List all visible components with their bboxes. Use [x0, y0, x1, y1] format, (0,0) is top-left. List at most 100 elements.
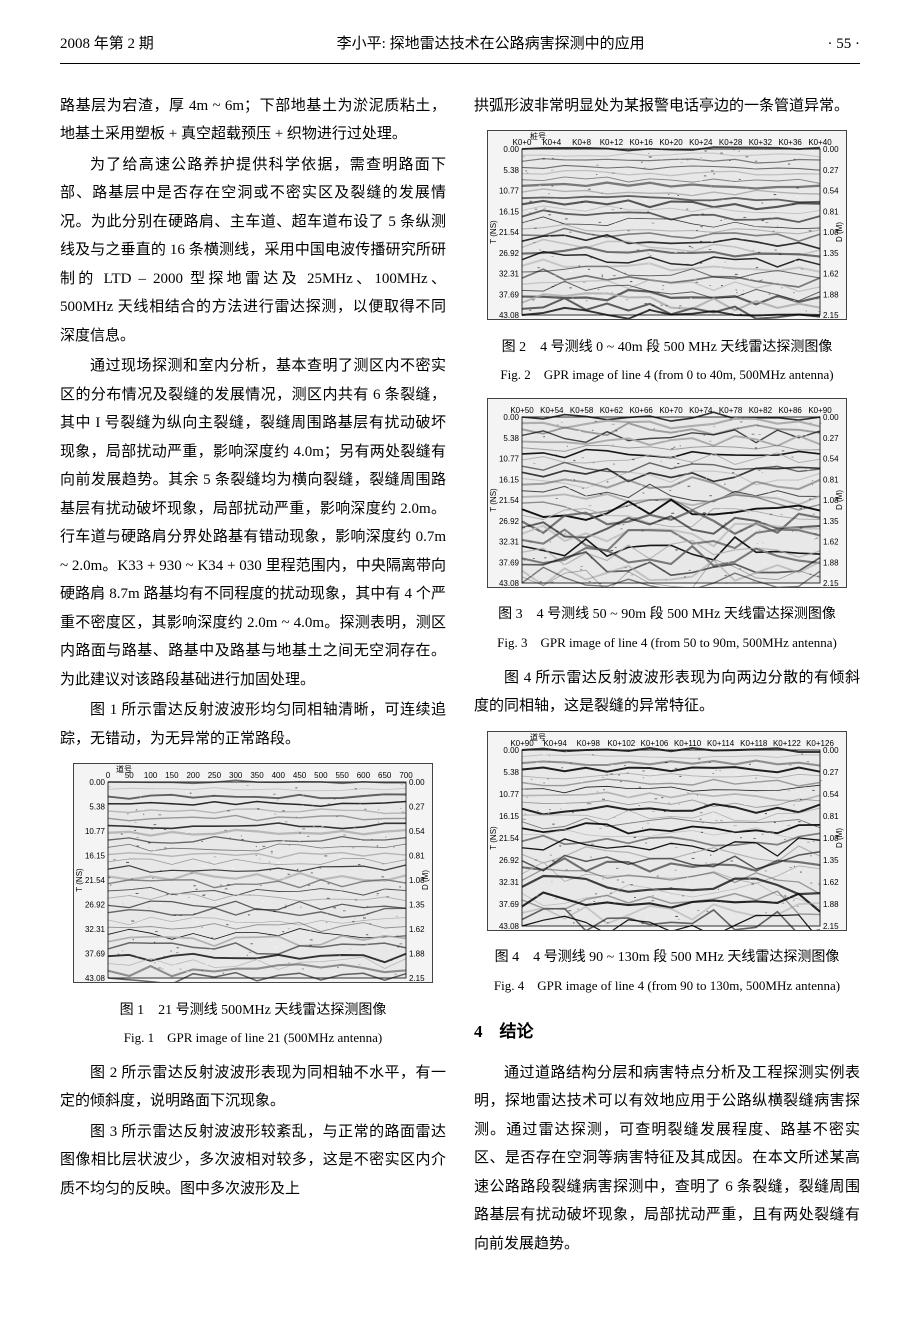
body-paragraph: 通过现场探测和室内分析，基本查明了测区内不密实区的分布情况及裂缝的发展情况，测区…	[60, 352, 446, 694]
figure-caption-cn: 图 4 4 号测线 90 ~ 130m 段 500 MHz 天线雷达探测图像	[474, 945, 860, 972]
svg-text:21.54: 21.54	[85, 876, 106, 885]
svg-text:21.54: 21.54	[499, 228, 520, 237]
section-title: 结论	[500, 1022, 534, 1041]
svg-text:0.27: 0.27	[823, 166, 839, 175]
svg-text:5.38: 5.38	[503, 768, 519, 777]
svg-text:K0+114: K0+114	[707, 739, 735, 748]
svg-text:道号: 道号	[530, 732, 546, 742]
body-paragraph: 拱弧形波非常明显处为某报警电话亭边的一条管道异常。	[474, 92, 860, 121]
svg-text:1.62: 1.62	[823, 878, 839, 887]
svg-text:43.08: 43.08	[499, 922, 520, 931]
svg-text:1.88: 1.88	[823, 290, 839, 299]
body-paragraph: 图 1 所示雷达反射波波形均匀同相轴清晰，可连续追踪，无错动，为无异常的正常路段…	[60, 696, 446, 753]
svg-text:T (NS): T (NS)	[489, 826, 498, 850]
svg-text:32.31: 32.31	[499, 537, 520, 546]
figure-1: 0501001502002503003504004505005506006507…	[60, 763, 446, 1051]
svg-text:200: 200	[186, 771, 200, 780]
svg-text:K0+94: K0+94	[543, 739, 567, 748]
svg-text:26.92: 26.92	[499, 249, 520, 258]
svg-text:10.77: 10.77	[85, 827, 106, 836]
figure-4: K0+90K0+94K0+98K0+102K0+106K0+110K0+114K…	[474, 731, 860, 999]
svg-text:1.35: 1.35	[409, 901, 425, 910]
radar-image-2: K0+0K0+4K0+8K0+12K0+16K0+20K0+24K0+28K0+…	[487, 130, 847, 320]
svg-text:0.00: 0.00	[409, 778, 425, 787]
svg-text:2.15: 2.15	[823, 311, 839, 320]
svg-text:26.92: 26.92	[499, 517, 520, 526]
svg-text:1.88: 1.88	[409, 950, 425, 959]
svg-text:0.00: 0.00	[503, 145, 519, 154]
svg-text:K0+24: K0+24	[689, 138, 713, 147]
svg-text:1.88: 1.88	[823, 558, 839, 567]
svg-text:K0+118: K0+118	[740, 739, 768, 748]
svg-text:350: 350	[250, 771, 264, 780]
svg-text:32.31: 32.31	[499, 270, 520, 279]
figure-caption-en: Fig. 4 GPR image of line 4 (from 90 to 1…	[474, 974, 860, 999]
svg-text:250: 250	[208, 771, 222, 780]
svg-text:400: 400	[272, 771, 286, 780]
svg-text:1.62: 1.62	[409, 925, 425, 934]
svg-text:1.62: 1.62	[823, 537, 839, 546]
header-pagenum: · 55 ·	[828, 30, 861, 59]
svg-text:37.69: 37.69	[499, 900, 520, 909]
svg-text:32.31: 32.31	[499, 878, 520, 887]
header-title: 李小平: 探地雷达技术在公路病害探测中的应用	[154, 30, 828, 59]
svg-text:5.38: 5.38	[503, 434, 519, 443]
svg-text:1.35: 1.35	[823, 856, 839, 865]
svg-text:16.15: 16.15	[85, 852, 106, 861]
body-paragraph: 通过道路结构分层和病害特点分析及工程探测实例表明，探地雷达技术可以有效地应用于公…	[474, 1059, 860, 1259]
svg-text:43.08: 43.08	[85, 974, 106, 983]
svg-text:2.15: 2.15	[823, 922, 839, 931]
svg-text:0.00: 0.00	[823, 413, 839, 422]
svg-text:0.81: 0.81	[823, 207, 839, 216]
svg-text:26.92: 26.92	[85, 901, 106, 910]
svg-text:K0+106: K0+106	[641, 739, 669, 748]
svg-text:650: 650	[378, 771, 392, 780]
svg-text:1.88: 1.88	[823, 900, 839, 909]
svg-text:K0+62: K0+62	[600, 406, 624, 415]
svg-text:K0+8: K0+8	[572, 138, 591, 147]
figure-caption-en: Fig. 3 GPR image of line 4 (from 50 to 9…	[474, 631, 860, 656]
svg-text:0.00: 0.00	[823, 746, 839, 755]
svg-text:2.15: 2.15	[823, 579, 839, 588]
page-header: 2008 年第 2 期 李小平: 探地雷达技术在公路病害探测中的应用 · 55 …	[60, 30, 860, 64]
figure-caption-en: Fig. 2 GPR image of line 4 (from 0 to 40…	[474, 363, 860, 388]
svg-text:550: 550	[335, 771, 349, 780]
svg-text:10.77: 10.77	[499, 454, 520, 463]
figure-3: K0+50K0+54K0+58K0+62K0+66K0+70K0+74K0+78…	[474, 398, 860, 656]
svg-text:K0+58: K0+58	[570, 406, 594, 415]
svg-text:0.81: 0.81	[823, 812, 839, 821]
svg-text:43.08: 43.08	[499, 579, 520, 588]
body-paragraph: 图 4 所示雷达反射波波形表现为向两边分散的有倾斜度的同相轴，这是裂缝的异常特征…	[474, 664, 860, 721]
figure-caption-en: Fig. 1 GPR image of line 21 (500MHz ante…	[60, 1026, 446, 1051]
svg-text:K0+98: K0+98	[577, 739, 601, 748]
svg-text:10.77: 10.77	[499, 790, 520, 799]
svg-text:16.15: 16.15	[499, 475, 520, 484]
figure-2: K0+0K0+4K0+8K0+12K0+16K0+20K0+24K0+28K0+…	[474, 130, 860, 388]
svg-text:D (M): D (M)	[835, 827, 844, 847]
svg-text:0.00: 0.00	[823, 145, 839, 154]
svg-text:21.54: 21.54	[499, 834, 520, 843]
figure-caption-cn: 图 1 21 号测线 500MHz 天线雷达探测图像	[60, 998, 446, 1025]
svg-text:K0+86: K0+86	[779, 406, 803, 415]
svg-text:K0+36: K0+36	[779, 138, 803, 147]
svg-text:K0+54: K0+54	[540, 406, 564, 415]
svg-text:2.15: 2.15	[409, 974, 425, 983]
svg-text:100: 100	[144, 771, 158, 780]
svg-text:32.31: 32.31	[85, 925, 106, 934]
radar-image-4: K0+90K0+94K0+98K0+102K0+106K0+110K0+114K…	[487, 731, 847, 931]
svg-text:T (NS): T (NS)	[75, 868, 84, 892]
svg-text:37.69: 37.69	[499, 558, 520, 567]
svg-text:T (NS): T (NS)	[489, 488, 498, 512]
section-number: 4	[474, 1022, 483, 1041]
svg-text:K0+74: K0+74	[689, 406, 713, 415]
svg-text:0.54: 0.54	[823, 454, 839, 463]
svg-text:0.54: 0.54	[409, 827, 425, 836]
svg-text:1.62: 1.62	[823, 270, 839, 279]
svg-text:0: 0	[106, 771, 111, 780]
svg-text:K0+110: K0+110	[674, 739, 702, 748]
svg-text:0.27: 0.27	[409, 803, 425, 812]
svg-text:10.77: 10.77	[499, 187, 520, 196]
svg-text:道号: 道号	[116, 764, 132, 774]
radar-image-1: 0501001502002503003504004505005506006507…	[73, 763, 433, 983]
svg-text:0.81: 0.81	[409, 852, 425, 861]
